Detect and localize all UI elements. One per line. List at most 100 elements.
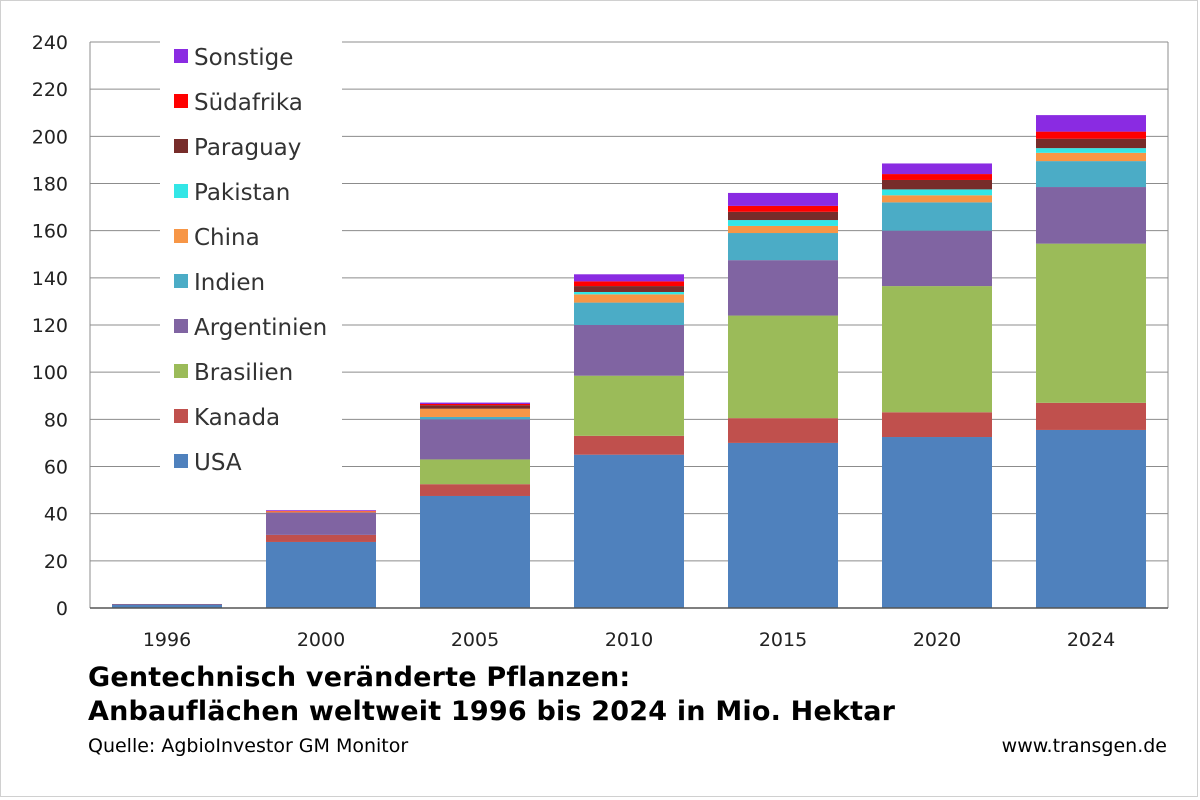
source-note: Quelle: AgbioInvestor GM Monitor xyxy=(88,735,409,757)
y-tick-label-20: 20 xyxy=(44,551,68,573)
bar-segment-2015-sonstige xyxy=(728,192,838,206)
x-tick-label-2010: 2010 xyxy=(605,629,653,650)
bar-segment-2024-usa xyxy=(1036,429,1146,608)
bar-segment-2020-usa xyxy=(882,437,992,608)
legend-label-pakistan: Pakistan xyxy=(194,180,290,206)
bar-segment-1996-argentinien xyxy=(112,603,222,605)
chart-title: Gentechnisch veränderte Pflanzen: xyxy=(88,662,631,693)
y-tick-label-140: 140 xyxy=(32,268,68,290)
bar-segment-2010-kanada xyxy=(574,435,684,455)
legend-swatch-südafrika xyxy=(174,94,188,108)
bar-segment-2024-brasilien xyxy=(1036,243,1146,403)
y-tick-label-180: 180 xyxy=(32,174,68,196)
legend-swatch-argentinien xyxy=(174,319,188,333)
bar-segment-2010-indien xyxy=(574,302,684,325)
legend-swatch-pakistan xyxy=(174,184,188,198)
legend-swatch-china xyxy=(174,229,188,243)
bar-segment-2005-usa xyxy=(420,495,530,608)
bar-segment-2024-indien xyxy=(1036,161,1146,188)
bar-segment-2010-china xyxy=(574,294,684,303)
bar-segment-2010-paraguay xyxy=(574,286,684,292)
y-tick-label-80: 80 xyxy=(44,409,68,431)
bar-segment-2024-südafrika xyxy=(1036,131,1146,139)
y-tick-label-40: 40 xyxy=(44,504,68,526)
bar-segment-2020-indien xyxy=(882,202,992,231)
bar-segment-2015-indien xyxy=(728,233,838,261)
bar-segment-2005-paraguay xyxy=(420,405,530,409)
axis-layer: 0 20 40 60 80 100 120 140 160 180 200 220 240 1996 200… xyxy=(32,32,1168,650)
bar-segment-2000-china xyxy=(266,511,376,513)
bar-segment-2005-china xyxy=(420,408,530,417)
bar-segment-2010-südafrika xyxy=(574,281,684,287)
legend-swatch-paraguay xyxy=(174,139,188,153)
bar-segment-2020-argentinien xyxy=(882,230,992,287)
bar-segment-2020-paraguay xyxy=(882,179,992,190)
y-tick-label-200: 200 xyxy=(32,126,68,148)
bar-segment-2015-brasilien xyxy=(728,315,838,419)
bar-segment-2020-brasilien xyxy=(882,286,992,413)
bar-segment-2005-argentinien xyxy=(420,419,530,460)
bar-segment-2024-china xyxy=(1036,152,1146,162)
bar-segment-2024-argentinien xyxy=(1036,187,1146,244)
bar-segment-2010-argentinien xyxy=(574,325,684,376)
y-tick-label-120: 120 xyxy=(32,315,68,337)
bar-segment-2015-paraguay xyxy=(728,211,838,221)
bar-segment-2005-brasilien xyxy=(420,459,530,485)
legend-label-indien: Indien xyxy=(194,270,265,296)
bar-segment-2015-südafrika xyxy=(728,205,838,212)
bar-segment-2000-kanada xyxy=(266,534,376,542)
legend-label-brasilien: Brasilien xyxy=(194,360,293,386)
legend-swatch-usa xyxy=(174,454,188,468)
x-tick-label-1996: 1996 xyxy=(143,629,191,650)
bar-segment-2024-kanada xyxy=(1036,402,1146,430)
stacked-bar-chart: Sonstige Südafrika Paraguay Pakistan China In… xyxy=(32,32,1169,650)
bar-segment-1996-usa xyxy=(112,604,222,608)
bar-segment-2024-pakistan xyxy=(1036,148,1146,153)
bar-segment-2010-sonstige xyxy=(574,274,684,282)
y-tick-label-220: 220 xyxy=(32,79,68,101)
bar-segment-2015-china xyxy=(728,225,838,234)
x-tick-label-2024: 2024 xyxy=(1067,629,1115,650)
bar-segment-2005-südafrika xyxy=(420,404,530,406)
legend-label-paraguay: Paraguay xyxy=(194,135,301,161)
bar-segment-2000-argentinien xyxy=(266,512,376,535)
bar-layer xyxy=(112,115,1146,608)
bar-segment-2024-paraguay xyxy=(1036,138,1146,149)
chart-subtitle: Anbauflächen weltweit 1996 bis 2024 in M… xyxy=(88,696,896,727)
bar-segment-2015-argentinien xyxy=(728,260,838,316)
legend-label-usa: USA xyxy=(194,450,242,476)
legend-swatch-brasilien xyxy=(174,364,188,378)
bar-segment-2005-sonstige xyxy=(420,402,530,405)
bar-segment-2000-usa xyxy=(266,541,376,608)
y-tick-label-100: 100 xyxy=(32,362,68,384)
bar-segment-2000-südafrika xyxy=(266,510,376,512)
y-tick-label-240: 240 xyxy=(32,32,68,54)
bar-segment-2000-sonstige xyxy=(266,510,376,511)
bar-segment-2005-indien xyxy=(420,416,530,420)
legend-label-sonstige: Sonstige xyxy=(194,45,293,71)
legend-swatch-kanada xyxy=(174,409,188,423)
bar-segment-2005-kanada xyxy=(420,484,530,496)
legend-label-argentinien: Argentinien xyxy=(194,315,327,341)
bar-segment-2010-brasilien xyxy=(574,375,684,436)
legend-label-südafrika: Südafrika xyxy=(194,90,303,116)
y-tick-label-160: 160 xyxy=(32,221,68,243)
bar-segment-2010-pakistan xyxy=(574,291,684,295)
bar-segment-2020-kanada xyxy=(882,412,992,438)
legend-swatch-indien xyxy=(174,274,188,288)
bar-segment-2020-pakistan xyxy=(882,189,992,196)
bar-segment-2010-usa xyxy=(574,454,684,608)
bar-segment-2015-pakistan xyxy=(728,220,838,226)
bar-segment-2020-sonstige xyxy=(882,163,992,175)
bar-segment-2024-sonstige xyxy=(1036,115,1146,132)
y-tick-label-0: 0 xyxy=(56,598,68,620)
y-tick-label-60: 60 xyxy=(44,457,68,479)
bar-segment-2020-südafrika xyxy=(882,174,992,180)
legend-background xyxy=(160,38,342,483)
bar-segment-2015-kanada xyxy=(728,418,838,443)
x-tick-label-2015: 2015 xyxy=(759,629,807,650)
legend-label-kanada: Kanada xyxy=(194,405,280,431)
bar-segment-2015-usa xyxy=(728,442,838,608)
website-link[interactable]: www.transgen.de xyxy=(1001,735,1167,757)
